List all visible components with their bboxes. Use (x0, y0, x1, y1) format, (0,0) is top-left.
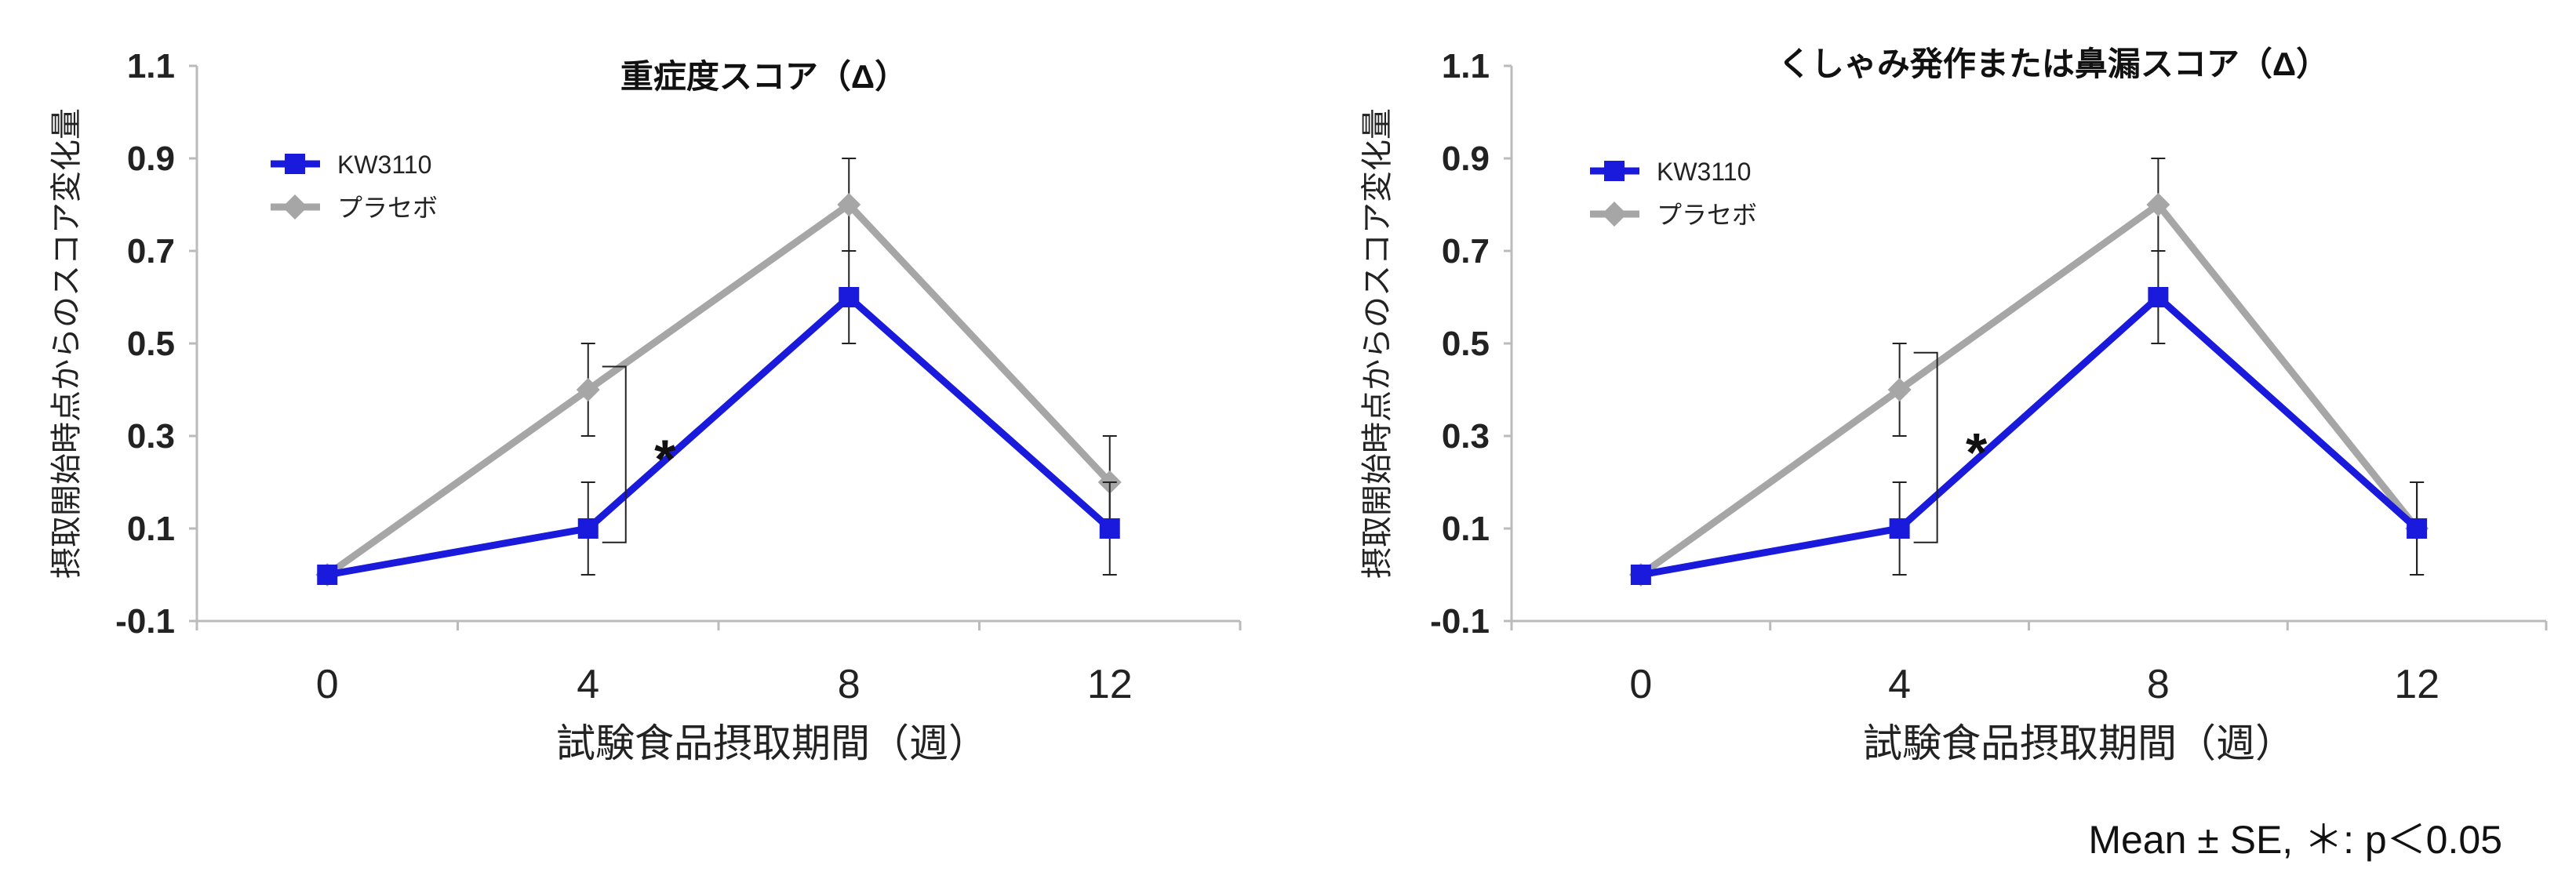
data-point (2148, 287, 2169, 307)
data-point (837, 193, 861, 216)
y-tick-label: 1.1 (127, 47, 175, 85)
legend-marker (285, 154, 305, 174)
legend-item: プラセボ (1590, 201, 1757, 229)
x-tick-label: 12 (2394, 662, 2440, 707)
y-tick-label: 0.3 (127, 417, 175, 456)
y-tick-label: 0.5 (127, 325, 175, 363)
y-tick-label: 0.7 (1442, 232, 1490, 271)
legend-marker (1604, 161, 1625, 181)
y-tick-label: 0.3 (1442, 417, 1490, 456)
x-tick-label: 12 (1087, 662, 1133, 707)
data-point (2407, 518, 2428, 539)
significance-asterisk: * (1966, 422, 1988, 483)
legend: KW3110 プラセボ (271, 151, 438, 222)
data-point (1099, 518, 1120, 539)
data-point (2146, 193, 2170, 216)
y-tick-label: -0.1 (1430, 602, 1490, 641)
data-point (576, 378, 600, 401)
x-axis-label: 試験食品摂取期間（週） (556, 721, 988, 765)
x-axis-label: 試験食品摂取期間（週） (1863, 721, 2294, 765)
y-tick-label: 0.9 (127, 140, 175, 178)
footnote: Mean ± SE, ＊: p＜0.05 (2088, 818, 2502, 862)
significance-bracket (1913, 351, 1938, 543)
legend-label: プラセボ (1657, 201, 1757, 229)
x-tick-label: 0 (316, 662, 339, 707)
x-tick-label: 8 (838, 662, 860, 707)
significance-asterisk: * (654, 429, 676, 490)
legend: KW3110 プラセボ (1590, 158, 1757, 229)
x-tick-label: 8 (2147, 662, 2170, 707)
data-point (577, 518, 599, 539)
y-tick-label: 0.7 (127, 232, 175, 271)
chart-1: 1.1 0.9 0.7 0.5 0.3 0.1 -0.1 0 4 8 12 重症度スコア（Δ） 試験食品… (49, 47, 1242, 765)
chart-2: 1.1 0.9 0.7 0.5 0.3 0.1 -0.1 0 4 8 12 くしゃみ発作または鼻漏スコ… (1360, 45, 2548, 765)
data-point (1630, 565, 1651, 585)
series-kw3110 (1630, 250, 2428, 585)
series-line (1639, 201, 2420, 578)
y-tick-label: 0.1 (127, 510, 175, 548)
significance-bracket (602, 365, 627, 543)
y-axis-label: 摂取開始時点からのスコア変化量 (1360, 108, 1395, 579)
chart-title: くしゃみ発作または鼻漏スコア（Δ） (1778, 45, 2329, 82)
legend-marker (1602, 202, 1627, 227)
x-tick-label: 4 (577, 662, 599, 707)
data-point (1889, 518, 1910, 539)
legend-item: プラセボ (271, 194, 438, 222)
x-tick-label: 0 (1629, 662, 1652, 707)
legend-item: KW3110 (271, 151, 431, 179)
legend-item: KW3110 (1590, 158, 1751, 186)
series-line (325, 201, 1113, 578)
series-line (1640, 293, 2420, 579)
series-placebo (315, 158, 1122, 587)
data-point (1887, 378, 1912, 401)
data-point (317, 565, 338, 585)
legend-label: KW3110 (337, 151, 431, 179)
y-axis-label: 摂取開始時点からのスコア変化量 (49, 108, 84, 579)
y-tick-label: 0.1 (1442, 510, 1490, 548)
legend-label: KW3110 (1657, 158, 1751, 186)
legend-label: プラセボ (337, 194, 438, 222)
series-line (326, 293, 1112, 579)
chart-title: 重症度スコア（Δ） (620, 58, 908, 95)
y-tick-label: 1.1 (1442, 47, 1490, 85)
x-tick-label: 4 (1888, 662, 1911, 707)
legend-marker (282, 194, 307, 220)
series-kw3110 (317, 250, 1120, 585)
data-point (839, 287, 860, 307)
y-tick-label: 0.5 (1442, 325, 1490, 363)
y-tick-label: 0.9 (1442, 140, 1490, 178)
y-tick-label: -0.1 (115, 602, 175, 641)
